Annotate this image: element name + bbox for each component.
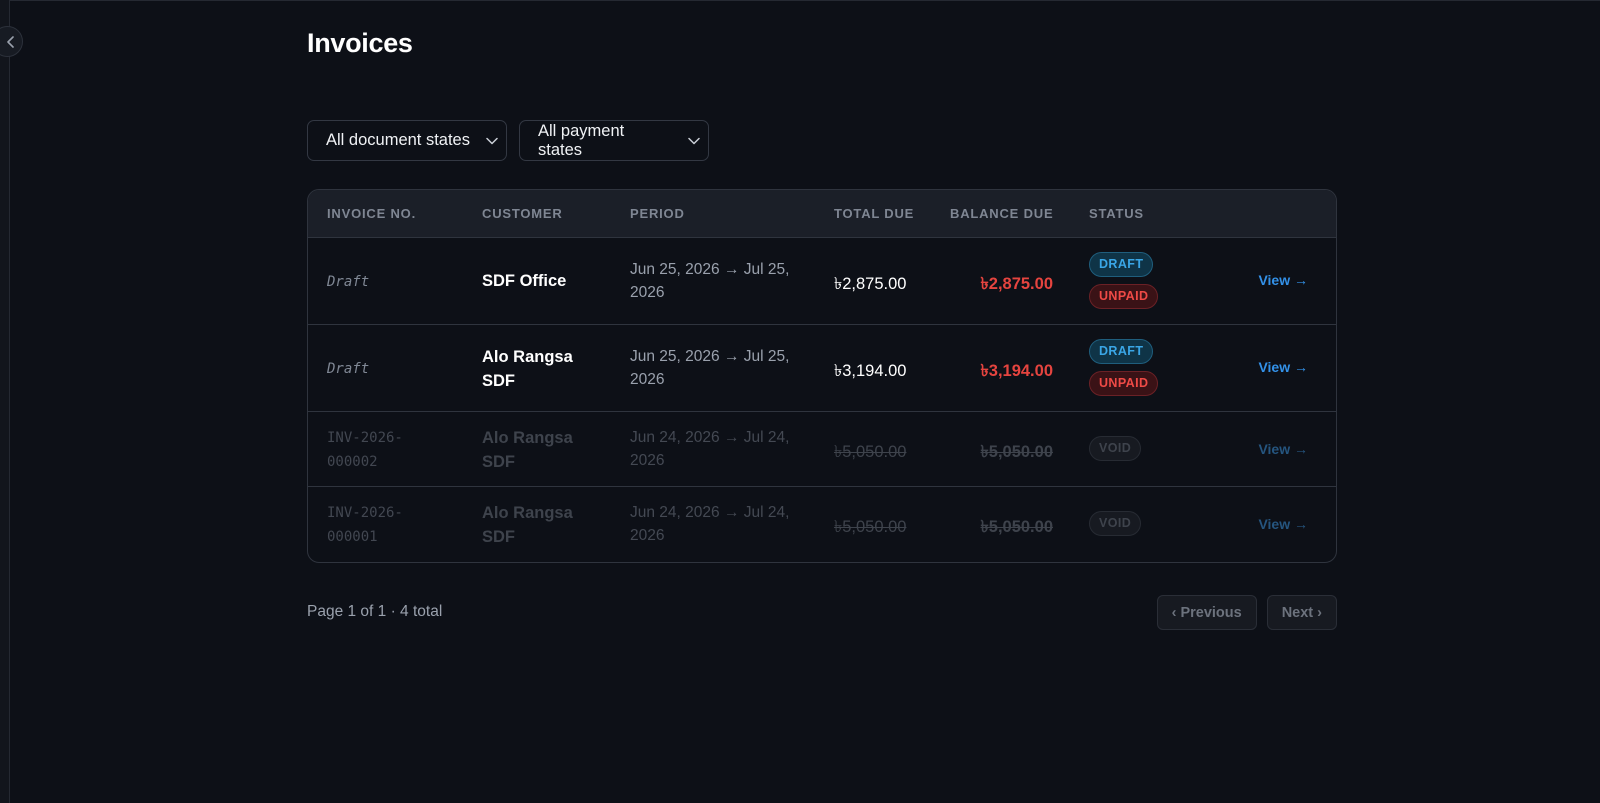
status-badge: DRAFT (1089, 339, 1154, 364)
total-due: ৳5,050.00 (834, 443, 907, 461)
view-link[interactable]: View → (1258, 359, 1308, 375)
filter-bar: All document states All payment states (307, 120, 709, 161)
pagination-info: Page 1 of 1 · 4 total (307, 603, 443, 620)
status-badge: VOID (1089, 436, 1142, 461)
chevron-left-icon (6, 35, 14, 48)
invoice-number: Draft (327, 361, 370, 377)
sidebar-toggle-button[interactable] (0, 26, 23, 57)
view-link[interactable]: View → (1258, 272, 1308, 288)
table-header: INVOICE NO. CUSTOMER PERIOD TOTAL DUE BA… (308, 190, 1336, 238)
column-header-invoice-no: INVOICE NO. (327, 206, 416, 221)
balance-due: ৳3,194.00 (980, 362, 1053, 380)
invoice-number: Draft (327, 274, 370, 290)
status-badges: DRAFT UNPAID (1089, 339, 1159, 396)
table-row[interactable]: INV-2026-000001 Alo Rangsa SDF Jun 24, 2… (308, 487, 1336, 562)
column-header-status: STATUS (1089, 206, 1144, 221)
payment-state-value: All payment states (538, 121, 625, 159)
pagination-controls: ‹ Previous Next › (1156, 595, 1337, 630)
payment-state-select[interactable]: All payment states (519, 120, 709, 161)
customer-name: Alo Rangsa SDF (482, 429, 573, 471)
table-row[interactable]: Draft Alo Rangsa SDF Jun 25, 2026 → Jul … (308, 325, 1336, 412)
status-badge: UNPAID (1089, 284, 1159, 309)
top-divider (0, 0, 1600, 1)
invoice-number: INV-2026-000002 (327, 430, 403, 470)
page-title: Invoices (307, 28, 413, 58)
invoices-table: INVOICE NO. CUSTOMER PERIOD TOTAL DUE BA… (307, 189, 1337, 563)
period: Jun 24, 2026 → Jul 24, 2026 (630, 504, 790, 544)
invoice-number: INV-2026-000001 (327, 505, 403, 545)
sidebar-rail (0, 0, 10, 803)
balance-due: ৳2,875.00 (980, 275, 1053, 293)
table-row[interactable]: INV-2026-000002 Alo Rangsa SDF Jun 24, 2… (308, 412, 1336, 487)
document-state-value: All document states (326, 131, 470, 149)
status-badges: VOID (1089, 511, 1142, 536)
status-badges: DRAFT UNPAID (1089, 252, 1159, 309)
chevron-down-icon (688, 137, 700, 145)
customer-name: SDF Office (482, 272, 567, 290)
balance-due: ৳5,050.00 (980, 443, 1053, 461)
column-header-balance-due: BALANCE DUE (950, 206, 1054, 221)
chevron-down-icon (486, 137, 498, 145)
table-row[interactable]: Draft SDF Office Jun 25, 2026 → Jul 25, … (308, 238, 1336, 325)
status-badge: DRAFT (1089, 252, 1154, 277)
status-badges: VOID (1089, 436, 1142, 461)
total-due: ৳5,050.00 (834, 518, 907, 536)
total-due: ৳2,875.00 (834, 275, 907, 293)
period: Jun 24, 2026 → Jul 24, 2026 (630, 429, 790, 469)
status-badge: VOID (1089, 511, 1142, 536)
customer-name: Alo Rangsa SDF (482, 348, 573, 390)
document-state-select[interactable]: All document states (307, 120, 507, 161)
view-link[interactable]: View → (1258, 441, 1308, 457)
period: Jun 25, 2026 → Jul 25, 2026 (630, 261, 790, 301)
total-due: ৳3,194.00 (834, 362, 907, 380)
balance-due: ৳5,050.00 (980, 518, 1053, 536)
customer-name: Alo Rangsa SDF (482, 504, 573, 546)
period: Jun 25, 2026 → Jul 25, 2026 (630, 348, 790, 388)
column-header-customer: CUSTOMER (482, 206, 563, 221)
status-badge: UNPAID (1089, 371, 1159, 396)
column-header-period: PERIOD (630, 206, 685, 221)
column-header-total-due: TOTAL DUE (834, 206, 915, 221)
previous-page-button[interactable]: ‹ Previous (1156, 595, 1257, 630)
view-link[interactable]: View → (1258, 516, 1308, 532)
next-page-button[interactable]: Next › (1266, 595, 1337, 630)
